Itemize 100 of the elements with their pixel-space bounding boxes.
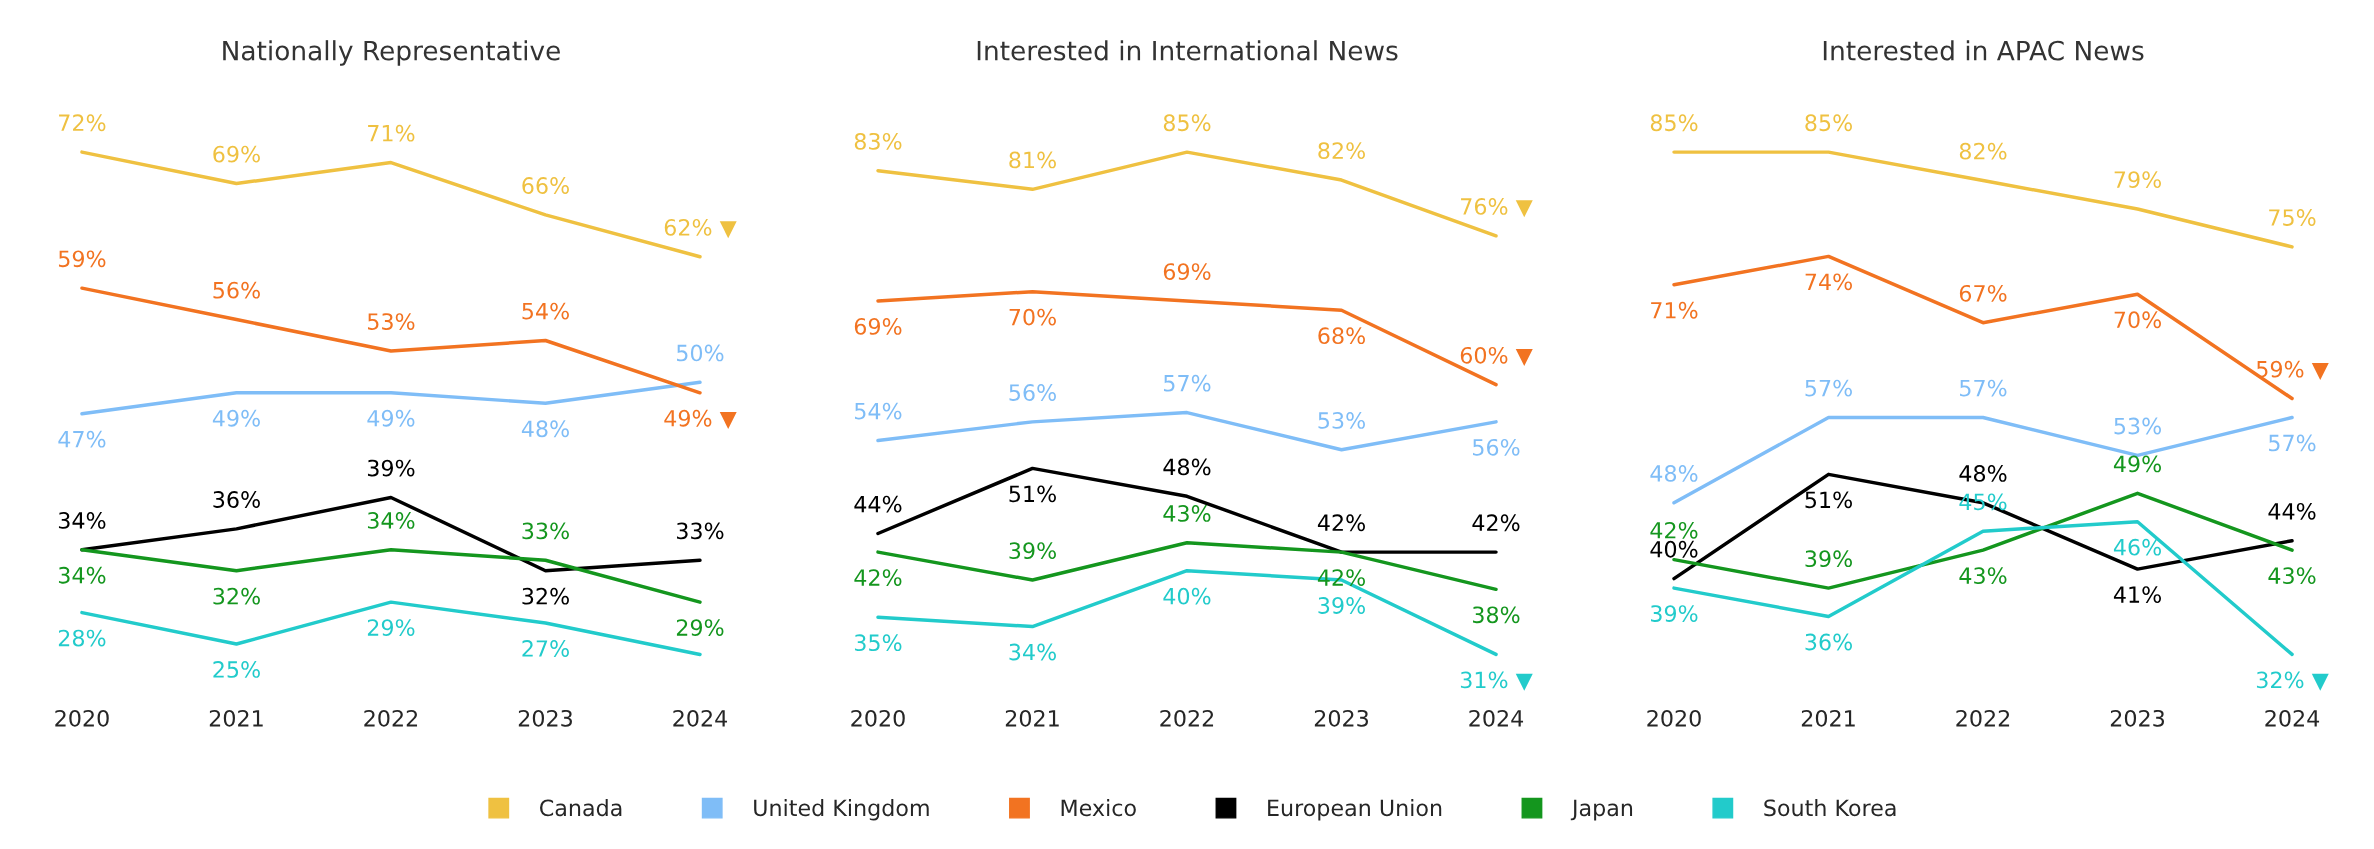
x-tick-label: 2021: [1801, 709, 1855, 727]
x-tick-label: 2022: [364, 709, 418, 727]
data-label: 39%: [1318, 597, 1365, 614]
data-label: 66%: [522, 177, 569, 194]
data-label: 38%: [1473, 606, 1520, 624]
data-label: 69%: [1163, 263, 1211, 280]
data-label: 56%: [1473, 438, 1520, 456]
data-label: 59%: [58, 250, 106, 268]
x-tick-label: 2020: [55, 709, 109, 727]
data-label: 85%: [1805, 114, 1852, 132]
data-label: 49%: [2113, 455, 2161, 473]
data-label: 60% ▼: [1460, 346, 1533, 367]
x-tick-label: 2023: [518, 709, 572, 727]
data-label: 49% ▼: [664, 409, 737, 430]
data-label: 85%: [1650, 114, 1698, 132]
data-label: 59% ▼: [2256, 360, 2329, 380]
data-label: 41%: [2113, 586, 2161, 604]
data-label: 33%: [676, 522, 724, 540]
data-label: 53%: [368, 313, 415, 330]
data-label: 85%: [1163, 114, 1211, 132]
data-label: 57%: [2269, 434, 2316, 452]
data-label: 47%: [58, 430, 106, 448]
data-label: 43%: [1163, 505, 1211, 522]
data-label: 33%: [522, 522, 569, 540]
data-label: 34%: [1009, 643, 1056, 661]
legend-label: European Union: [1268, 799, 1442, 821]
x-tick-label: 2020: [1647, 709, 1701, 727]
data-label: 49%: [367, 409, 415, 427]
data-label: 44%: [2268, 502, 2316, 520]
data-label: 56%: [1009, 384, 1056, 401]
data-label: 56%: [213, 281, 260, 299]
data-label: 32%: [522, 587, 569, 605]
legend-label: United Kingdom: [754, 799, 929, 821]
x-tick-label: 2024: [2265, 709, 2320, 727]
data-label: 53%: [1318, 412, 1365, 429]
data-label: 70%: [2114, 311, 2161, 329]
data-label: 71%: [1651, 301, 1698, 319]
data-label: 75%: [2269, 209, 2316, 226]
data-label: 83%: [854, 132, 902, 150]
data-label: 48%: [521, 420, 569, 438]
data-label: 54%: [855, 402, 902, 420]
x-tick-label: 2022: [1956, 709, 2010, 727]
data-label: 31% ▼: [1460, 671, 1533, 691]
data-label: 36%: [1805, 633, 1852, 651]
data-label: 34%: [58, 512, 106, 529]
data-label: 39%: [1009, 542, 1056, 560]
data-label: 76% ▼: [1461, 198, 1533, 218]
data-label: 40%: [1163, 587, 1211, 605]
x-tick-label: 2020: [851, 709, 905, 727]
data-label: 36%: [213, 491, 260, 508]
data-label: 34%: [367, 512, 415, 529]
data-label: 25%: [213, 661, 260, 678]
data-label: 50%: [677, 344, 724, 362]
data-label: 32%: [213, 587, 260, 605]
data-label: 42%: [1472, 514, 1520, 532]
legend-label: Japan: [1570, 799, 1633, 821]
x-tick-label: 2021: [209, 709, 263, 727]
data-label: 39%: [367, 459, 415, 477]
data-label: 28%: [58, 629, 106, 647]
data-label: 57%: [1164, 374, 1211, 392]
x-tick-label: 2024: [673, 709, 728, 727]
data-label: 53%: [2114, 417, 2161, 435]
data-label: 70%: [1009, 308, 1056, 326]
data-label: 54%: [522, 302, 569, 320]
data-label: 69%: [854, 318, 902, 335]
x-tick-label: 2024: [1469, 709, 1524, 727]
data-label: 48%: [1163, 458, 1211, 476]
chart-title: Nationally Representative: [223, 40, 560, 66]
legend-label: Mexico: [1061, 799, 1136, 817]
data-label: 42%: [854, 569, 902, 586]
data-label: 27%: [522, 640, 569, 657]
x-tick-label: 2022: [1160, 709, 1214, 727]
data-label: 29%: [367, 619, 415, 636]
data-label: 42%: [1317, 514, 1365, 532]
data-label: 68%: [1318, 327, 1365, 345]
data-label: 46%: [2113, 538, 2161, 556]
data-label: 69%: [213, 145, 260, 163]
data-label: 57%: [1805, 379, 1852, 397]
data-label: 79%: [2114, 171, 2161, 189]
data-label: 71%: [368, 124, 415, 142]
data-label: 81%: [1009, 151, 1056, 169]
data-label: 42%: [1650, 521, 1698, 539]
data-label: 34%: [58, 566, 106, 584]
data-label: 49%: [212, 409, 260, 427]
data-label: 82%: [1959, 142, 2007, 160]
x-tick-label: 2023: [2110, 709, 2165, 727]
chart-title: Interested in APAC News: [1823, 40, 2144, 61]
data-label: 72%: [59, 114, 106, 132]
data-label: 43%: [2268, 567, 2316, 585]
data-label: 39%: [1805, 550, 1852, 568]
legend-label: South Korea: [1764, 799, 1896, 817]
data-label: 39%: [1651, 605, 1698, 622]
data-label: 62% ▼: [664, 218, 737, 239]
data-label: 40%: [1650, 540, 1698, 558]
data-label: 74%: [1805, 273, 1852, 291]
chart-title: Interested in International News: [977, 40, 1398, 61]
data-label: 48%: [1650, 465, 1698, 482]
data-label: 67%: [1959, 284, 2007, 302]
data-label: 51%: [1805, 491, 1852, 509]
legend-label: Canada: [540, 799, 622, 817]
